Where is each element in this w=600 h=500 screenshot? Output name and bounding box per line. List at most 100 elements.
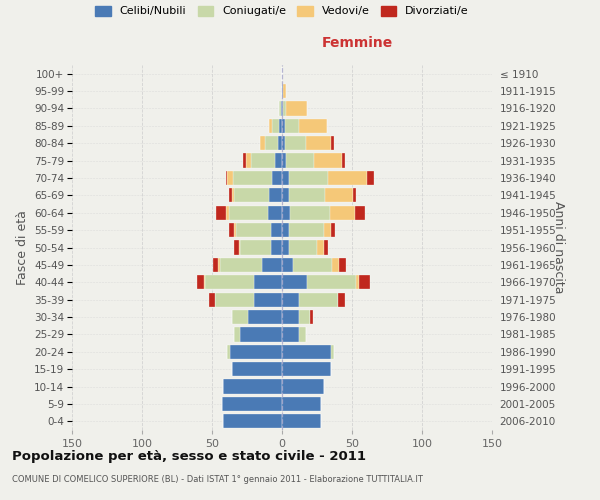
Bar	[282, 397, 321, 411]
Legend: Celibi/Nubili, Coniugati/e, Vedovi/e, Divorziati/e: Celibi/Nubili, Coniugati/e, Vedovi/e, Di…	[91, 1, 473, 21]
Bar	[232, 310, 248, 324]
Bar	[282, 310, 299, 324]
Bar	[367, 171, 374, 185]
Bar	[290, 206, 329, 220]
Bar	[223, 380, 282, 394]
Bar	[282, 414, 321, 428]
Bar	[265, 136, 278, 150]
Bar	[285, 136, 306, 150]
Bar	[215, 292, 254, 307]
Bar	[293, 258, 332, 272]
Bar	[306, 136, 331, 150]
Bar	[269, 118, 272, 133]
Bar	[223, 414, 282, 428]
Bar	[331, 223, 335, 237]
Bar	[235, 223, 236, 237]
Bar	[282, 292, 299, 307]
Bar	[233, 171, 272, 185]
Bar	[243, 154, 245, 168]
Bar	[220, 258, 262, 272]
Bar	[272, 118, 279, 133]
Bar	[353, 188, 356, 202]
Bar	[245, 154, 251, 168]
Bar	[282, 188, 289, 202]
Bar	[299, 328, 306, 342]
Bar	[282, 206, 290, 220]
Bar	[197, 275, 203, 289]
Bar	[289, 223, 324, 237]
Bar	[282, 258, 293, 272]
Bar	[317, 240, 324, 254]
Bar	[340, 258, 346, 272]
Bar	[307, 275, 356, 289]
Bar	[314, 154, 342, 168]
Bar	[248, 310, 282, 324]
Bar	[325, 188, 353, 202]
Bar	[286, 102, 307, 116]
Bar	[240, 328, 282, 342]
Bar	[331, 136, 334, 150]
Bar	[235, 188, 269, 202]
Bar	[232, 362, 282, 376]
Bar	[283, 102, 286, 116]
Y-axis label: Fasce di età: Fasce di età	[16, 210, 29, 285]
Bar	[218, 258, 220, 272]
Bar	[299, 118, 327, 133]
Bar	[230, 344, 282, 359]
Bar	[338, 292, 345, 307]
Bar	[235, 328, 240, 342]
Bar	[332, 258, 340, 272]
Bar	[282, 240, 289, 254]
Bar	[286, 154, 314, 168]
Bar	[203, 275, 205, 289]
Bar	[275, 154, 282, 168]
Text: COMUNE DI COMELICO SUPERIORE (BL) - Dati ISTAT 1° gennaio 2011 - Elaborazione TU: COMUNE DI COMELICO SUPERIORE (BL) - Dati…	[12, 475, 423, 484]
Bar	[229, 188, 232, 202]
Bar	[226, 171, 227, 185]
Bar	[282, 344, 331, 359]
Text: Popolazione per età, sesso e stato civile - 2011: Popolazione per età, sesso e stato civil…	[12, 450, 366, 463]
Bar	[229, 223, 235, 237]
Bar	[262, 258, 282, 272]
Bar	[282, 102, 283, 116]
Bar	[281, 102, 282, 116]
Bar	[227, 171, 233, 185]
Bar	[209, 292, 215, 307]
Bar	[324, 240, 328, 254]
Bar	[355, 206, 365, 220]
Bar	[282, 171, 289, 185]
Bar	[260, 136, 265, 150]
Bar	[271, 240, 282, 254]
Bar	[236, 223, 271, 237]
Bar	[229, 206, 268, 220]
Bar	[216, 206, 226, 220]
Bar	[235, 240, 239, 254]
Bar	[239, 240, 240, 254]
Bar	[282, 223, 289, 237]
Bar	[289, 240, 317, 254]
Bar	[271, 223, 282, 237]
Bar	[285, 118, 299, 133]
Bar	[240, 240, 271, 254]
Bar	[282, 84, 283, 98]
Bar	[324, 223, 331, 237]
Bar	[205, 275, 254, 289]
Bar	[251, 154, 275, 168]
Bar	[356, 275, 359, 289]
Bar	[268, 206, 282, 220]
Bar	[331, 344, 334, 359]
Bar	[254, 292, 282, 307]
Bar	[282, 154, 286, 168]
Bar	[342, 154, 345, 168]
Bar	[310, 310, 313, 324]
Bar	[299, 310, 310, 324]
Bar	[279, 102, 281, 116]
Bar	[282, 362, 331, 376]
Bar	[279, 118, 282, 133]
Bar	[329, 206, 355, 220]
Bar	[289, 188, 325, 202]
Bar	[278, 136, 282, 150]
Bar	[328, 171, 367, 185]
Bar	[283, 84, 286, 98]
Bar	[214, 258, 218, 272]
